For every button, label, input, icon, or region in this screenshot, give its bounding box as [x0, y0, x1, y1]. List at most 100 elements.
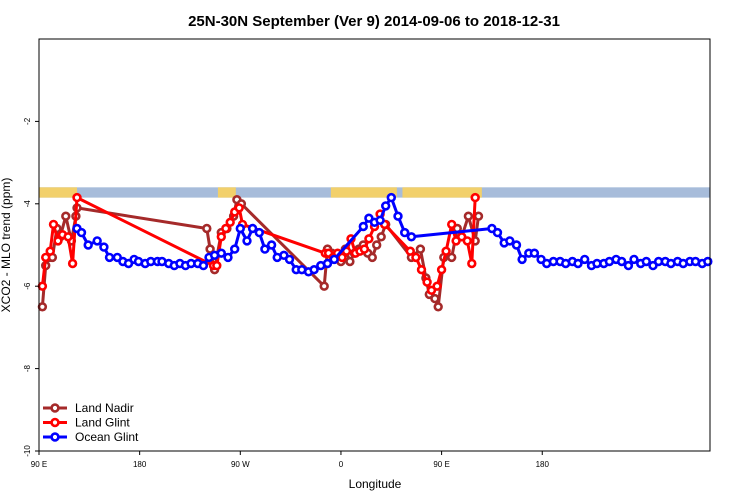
x-tick-label: 0: [339, 460, 344, 469]
data-point-land-glint: [48, 219, 59, 230]
data-point-land-glint: [72, 192, 82, 203]
x-tick-label: 180: [536, 460, 550, 469]
data-point-ocean-glint: [703, 256, 713, 267]
data-point-ocean-glint: [198, 260, 209, 271]
data-point-ocean-glint: [573, 258, 583, 269]
data-point-land-glint: [416, 265, 427, 275]
legend-label: Ocean Glint: [75, 430, 139, 444]
data-point-land-nadir: [430, 293, 440, 304]
land-band-segment: [402, 187, 482, 198]
land-band-segment: [217, 187, 236, 198]
data-point-ocean-glint: [92, 236, 102, 246]
data-point-land-glint: [411, 252, 421, 263]
data-point-land-nadir: [37, 302, 48, 312]
data-point-land-glint: [221, 223, 231, 234]
data-point-ocean-glint: [104, 252, 115, 263]
data-point-land-glint: [470, 192, 480, 203]
data-point-land-glint: [234, 203, 244, 213]
data-point-land-glint: [422, 277, 432, 287]
data-point-land-glint: [447, 219, 457, 230]
y-tick-label: -8: [23, 364, 32, 372]
plot-frame: [38, 38, 711, 452]
land-band-segment: [330, 187, 397, 198]
data-point-land-glint: [337, 252, 347, 263]
data-point-ocean-glint: [76, 227, 87, 238]
data-point-land-glint: [467, 258, 477, 269]
data-point-ocean-glint: [83, 240, 93, 250]
data-point-land-glint: [212, 260, 222, 271]
series-ocean-glint: [72, 192, 713, 277]
x-tick-label: 180: [133, 460, 147, 469]
data-point-ocean-glint: [223, 252, 233, 263]
chart-title: 25N-30N September (Ver 9) 2014-09-06 to …: [188, 13, 560, 30]
data-point-land-glint: [40, 252, 51, 263]
data-point-ocean-glint: [358, 221, 368, 232]
data-point-land-nadir: [205, 244, 215, 254]
data-point-land-glint: [359, 244, 370, 254]
data-point-ocean-glint: [629, 254, 639, 265]
data-point-land-glint: [441, 246, 451, 256]
x-axis: 90 E 180 90 W 0 90 E 180: [31, 451, 550, 469]
data-point-ocean-glint: [386, 192, 396, 203]
x-tick-label: 90 E: [31, 460, 47, 469]
data-point-ocean-glint: [641, 256, 651, 267]
data-point-ocean-glint: [254, 227, 264, 238]
data-point-ocean-glint: [492, 227, 503, 238]
x-tick-label: 90 W: [231, 460, 250, 469]
data-point-ocean-glint: [393, 211, 403, 221]
y-tick-label: -4: [23, 200, 32, 208]
land-ocean-band: [39, 187, 710, 198]
data-point-ocean-glint: [260, 244, 270, 254]
y-axis-label: XCO2 - MLO trend (ppm): [0, 178, 13, 313]
data-point-land-glint: [432, 281, 442, 291]
legend-item-land-glint: Land Glint: [43, 416, 130, 430]
data-point-land-nadir: [367, 252, 377, 263]
data-point-land-glint: [225, 217, 235, 228]
data-point-land-glint: [216, 232, 227, 242]
data-point-ocean-glint: [235, 223, 246, 234]
legend-marker: [50, 432, 60, 442]
data-point-land-nadir: [447, 252, 457, 263]
legend-marker: [50, 403, 60, 413]
y-tick-label: -10: [23, 445, 32, 457]
data-point-ocean-glint: [247, 223, 258, 234]
data-point-ocean-glint: [406, 232, 417, 242]
data-point-ocean-glint: [623, 260, 634, 271]
data-point-ocean-glint: [322, 258, 333, 269]
data-point-ocean-glint: [242, 236, 252, 246]
data-point-ocean-glint: [529, 248, 540, 258]
data-point-land-nadir: [202, 223, 212, 234]
data-point-ocean-glint: [579, 254, 590, 265]
data-point-land-glint: [364, 234, 374, 244]
data-point-land-glint: [436, 265, 447, 275]
data-point-ocean-glint: [230, 244, 240, 254]
data-point-land-glint: [67, 258, 78, 269]
legend-label: Land Glint: [75, 416, 130, 430]
x-tick-label: 90 E: [433, 460, 449, 469]
data-point-land-nadir: [345, 256, 355, 267]
data-point-ocean-glint: [266, 240, 277, 250]
series-land-glint: [37, 192, 480, 295]
data-point-ocean-glint: [616, 256, 627, 267]
data-point-ocean-glint: [329, 254, 339, 265]
land-band-segment: [39, 187, 78, 198]
data-point-land-nadir: [319, 281, 329, 291]
data-point-ocean-glint: [284, 254, 295, 265]
data-point-land-glint: [462, 236, 472, 246]
data-point-ocean-glint: [216, 248, 227, 258]
y-tick-label: -6: [23, 282, 32, 290]
data-point-land-nadir: [61, 211, 71, 221]
data-point-land-nadir: [372, 240, 382, 250]
legend-label: Land Nadir: [75, 401, 134, 415]
legend-marker: [50, 417, 60, 428]
data-point-ocean-glint: [400, 227, 410, 238]
data-point-land-glint: [405, 246, 415, 256]
data-point-land-nadir: [463, 211, 474, 221]
data-point-land-nadir: [415, 244, 426, 254]
data-point-land-nadir: [376, 232, 386, 242]
y-axis: -2 -4 -6 -8 -10: [23, 117, 39, 457]
data-point-ocean-glint: [375, 215, 385, 226]
legend-item-ocean-glint: Ocean Glint: [43, 430, 139, 444]
